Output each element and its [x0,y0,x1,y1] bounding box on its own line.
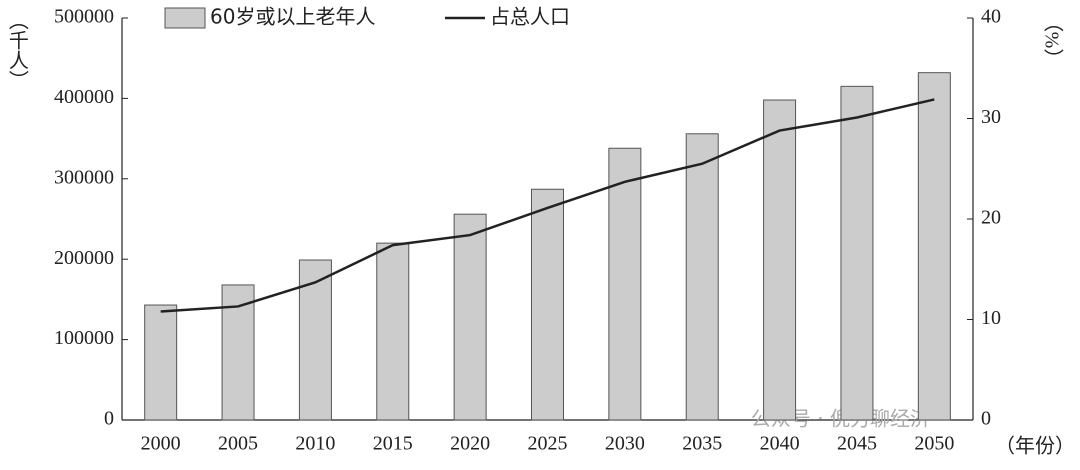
bar [298,259,332,421]
x-tick-label: 2035 [682,433,722,455]
bar [376,242,410,421]
legend-swatch [164,7,206,29]
y-tick-label: 0 [104,408,114,430]
x-tick-label: 2040 [760,433,800,455]
bar [144,304,178,421]
bar [685,133,719,421]
x-axis-label: （年份） [995,435,1075,458]
x-tick-label: 2020 [450,433,490,455]
x-tick-label: 2045 [837,433,877,455]
y2-tick-label: 40 [981,6,1001,28]
y2-tick-label: 30 [981,106,1001,128]
y2-tick-label: 0 [981,408,991,430]
y-tick-label: 100000 [54,327,114,349]
bar [531,188,564,421]
x-tick-label: 2030 [605,433,645,455]
x-tick-label: 2010 [295,433,335,455]
y2-axis-label: （%） [1040,12,1063,69]
y-tick-label: 200000 [54,247,114,269]
bar [763,99,797,421]
y-tick-label: 300000 [54,166,114,188]
y-axis-label: （千人） [5,10,28,90]
x-tick-label: 2005 [218,433,258,455]
y2-tick-label: 10 [981,307,1001,329]
x-tick-label: 2000 [141,433,181,455]
legend-label: 占总人口 [490,5,570,29]
x-tick-label: 2015 [373,433,413,455]
bar [608,147,642,421]
legend-label: 60岁或以上老年人 [210,5,375,29]
y-tick-label: 400000 [54,86,114,108]
y-tick-label: 500000 [54,6,114,28]
x-tick-label: 2050 [914,433,954,455]
bar [917,72,951,421]
bar [453,213,487,421]
x-tick-label: 2025 [528,433,568,455]
y2-tick-label: 20 [981,207,1001,229]
line [160,98,935,313]
bar [840,85,874,421]
